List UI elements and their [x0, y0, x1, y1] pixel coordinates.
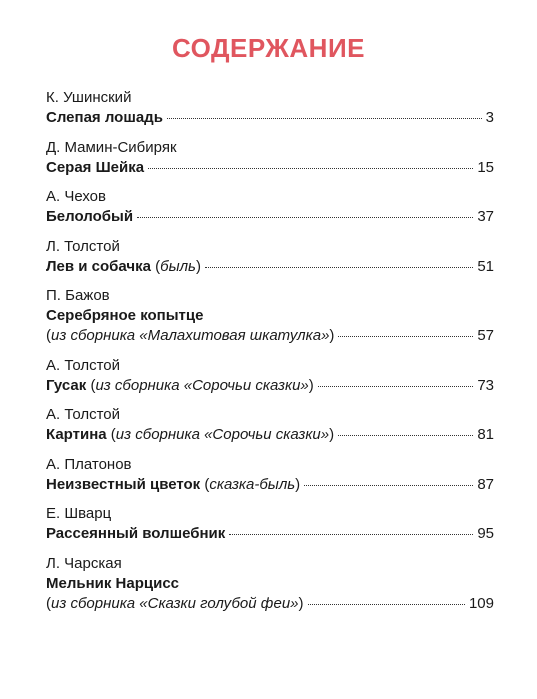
entry-page-number: 81 [477, 426, 494, 443]
entry-page-number: 37 [477, 208, 494, 225]
entry-line: Рассеянный волшебник 95 [46, 524, 494, 544]
entry-note: сказка-быль [209, 475, 296, 493]
toc-entry[interactable]: К. Ушинский Слепая лошадь 3 [46, 88, 494, 128]
entry-note: из сборника «Сорочьи сказки» [115, 426, 330, 443]
note-open-paren: ( [155, 257, 161, 275]
entry-page-number: 87 [477, 475, 494, 493]
entry-author: А. Чехов [46, 188, 106, 205]
toc-entry[interactable]: А. Толстой Гусак (из сборника «Сорочьи с… [46, 356, 494, 396]
entry-page-number: 3 [485, 109, 494, 126]
entry-page-number: 15 [477, 158, 494, 176]
entry-title: Слепая лошадь [46, 109, 163, 126]
entry-author: А. Платонов [46, 455, 132, 473]
toc-entry[interactable]: П. Бажов Серебряное копытце (из сборника… [46, 286, 494, 346]
dot-leader [229, 534, 474, 535]
note-close-paren: ) [295, 475, 301, 493]
note-close-paren: ) [329, 426, 335, 443]
entry-author: Е. Шварц [46, 505, 112, 522]
entry-title: Картина [46, 426, 107, 443]
page-title: СОДЕРЖАНИЕ [172, 33, 365, 63]
toc-entry[interactable]: Е. Шварц Рассеянный волшебник 95 [46, 504, 494, 544]
entry-line: (из сборника «Сказки голубой феи») 109 [46, 594, 494, 614]
table-of-contents: К. Ушинский Слепая лошадь 3 Д. Мамин-Сиб… [46, 88, 494, 614]
note-close-paren: ) [308, 376, 314, 394]
dot-leader [307, 603, 465, 605]
entry-title: Серебряное копытце [46, 307, 204, 324]
note-open-paren: ( [90, 376, 96, 394]
entry-line: Белолобый 37 [46, 207, 494, 227]
note-close-paren: ) [298, 594, 304, 612]
entry-title: Рассеянный волшебник [46, 525, 226, 542]
entry-title: Белолобый [46, 208, 134, 225]
entry-line: Серая Шейка 15 [46, 158, 494, 178]
entry-line: (из сборника «Малахитовая шкатулка») 57 [46, 326, 494, 346]
entry-title: Гусак [46, 376, 87, 394]
dot-leader [338, 435, 474, 436]
entry-note: быль [160, 257, 196, 275]
toc-entry[interactable]: Л. Толстой Лев и собачка (быль) 51 [46, 237, 494, 277]
toc-entry[interactable]: А. Толстой Картина (из сборника «Сорочьи… [46, 405, 494, 445]
entry-note: из сборника «Сорочьи сказки» [95, 376, 309, 394]
entry-author: Л. Толстой [46, 237, 120, 255]
entry-page-number: 57 [477, 327, 494, 344]
entry-author: К. Ушинский [46, 89, 132, 106]
dot-leader [137, 217, 474, 218]
note-open-paren: ( [46, 594, 51, 612]
note-open-paren: ( [110, 426, 116, 443]
dot-leader [304, 484, 474, 486]
entry-page-number: 109 [468, 594, 494, 612]
note-open-paren: ( [46, 327, 51, 344]
note-close-paren: ) [329, 327, 335, 344]
entry-author: Д. Мамин-Сибиряк [46, 138, 177, 156]
toc-entry[interactable]: А. Платонов Неизвестный цветок (сказка-б… [46, 455, 494, 495]
entry-author: А. Толстой [46, 406, 121, 423]
entry-author: П. Бажов [46, 287, 110, 304]
entry-page-number: 51 [477, 257, 494, 275]
dot-leader [204, 266, 474, 268]
toc-entry[interactable]: А. Чехов Белолобый 37 [46, 187, 494, 227]
toc-entry[interactable]: Л. Чарская Мельник Нарцисс (из сборника … [46, 554, 494, 614]
entry-line: Лев и собачка (быль) 51 [46, 257, 494, 277]
toc-entry[interactable]: Д. Мамин-Сибиряк Серая Шейка 15 [46, 138, 494, 178]
dot-leader [338, 336, 474, 337]
entry-line: Слепая лошадь 3 [46, 108, 494, 128]
dot-leader [166, 118, 482, 119]
entry-line: Картина (из сборника «Сорочьи сказки») 8… [46, 425, 494, 445]
entry-author: Л. Чарская [46, 554, 122, 572]
entry-author: А. Толстой [46, 356, 121, 374]
dot-leader [317, 385, 474, 387]
entry-page-number: 95 [477, 525, 494, 542]
entry-line: Гусак (из сборника «Сорочьи сказки») 73 [46, 376, 494, 396]
entry-title: Серая Шейка [46, 158, 145, 176]
entry-title: Лев и собачка [46, 257, 151, 275]
dot-leader [148, 167, 474, 169]
entry-title: Неизвестный цветок [46, 475, 201, 493]
entry-note: из сборника «Малахитовая шкатулка» [51, 327, 330, 344]
note-close-paren: ) [195, 257, 201, 275]
note-open-paren: ( [204, 475, 210, 493]
entry-note: из сборника «Сказки голубой феи» [51, 594, 299, 612]
entry-page-number: 73 [477, 376, 494, 394]
entry-line: Неизвестный цветок (сказка-быль) 87 [46, 475, 494, 495]
entry-title: Мельник Нарцисс [46, 574, 180, 592]
